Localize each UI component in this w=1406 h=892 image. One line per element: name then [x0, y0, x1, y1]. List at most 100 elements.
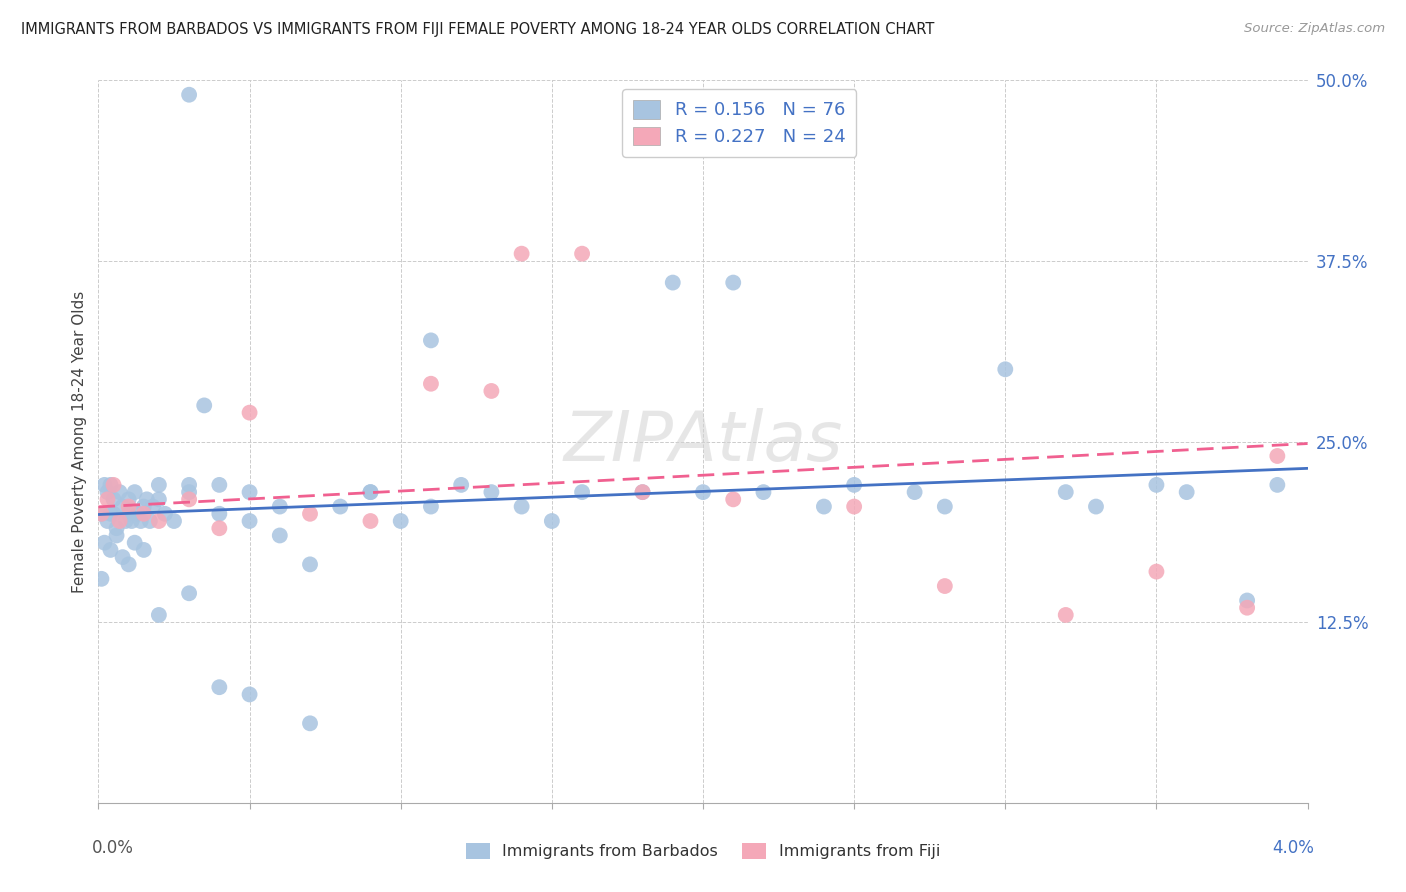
Point: [1175, 485, 1198, 500]
Point: [118, 492, 141, 507]
Point: [179, 485, 201, 500]
Point: [299, 558, 322, 572]
Y-axis label: Female Poverty Among 18-24 Year Olds: Female Poverty Among 18-24 Year Olds: [72, 291, 87, 592]
Point: [1236, 593, 1258, 607]
Point: [148, 492, 170, 507]
Point: [118, 500, 141, 514]
Point: [142, 500, 165, 514]
Point: [360, 514, 382, 528]
Point: [148, 607, 170, 622]
Point: [208, 478, 231, 492]
Legend: Immigrants from Barbados, Immigrants from Fiji: Immigrants from Barbados, Immigrants fro…: [458, 835, 948, 867]
Point: [299, 507, 322, 521]
Point: [153, 507, 176, 521]
Point: [208, 680, 231, 694]
Point: [96, 485, 118, 500]
Point: [360, 485, 382, 500]
Point: [132, 542, 155, 557]
Point: [148, 478, 170, 492]
Point: [360, 485, 382, 500]
Point: [481, 384, 503, 398]
Point: [179, 478, 201, 492]
Point: [481, 485, 503, 500]
Point: [239, 406, 262, 420]
Text: Source: ZipAtlas.com: Source: ZipAtlas.com: [1244, 22, 1385, 36]
Point: [127, 507, 149, 521]
Point: [269, 528, 291, 542]
Point: [100, 507, 122, 521]
Text: ZIPAtlas: ZIPAtlas: [564, 408, 842, 475]
Point: [994, 362, 1017, 376]
Point: [124, 485, 146, 500]
Point: [135, 492, 157, 507]
Point: [103, 492, 125, 507]
Point: [132, 507, 155, 521]
Point: [100, 542, 122, 557]
Point: [1054, 485, 1077, 500]
Point: [571, 246, 593, 260]
Point: [114, 514, 136, 528]
Point: [1267, 449, 1289, 463]
Point: [148, 514, 170, 528]
Text: 4.0%: 4.0%: [1272, 839, 1313, 857]
Point: [934, 579, 956, 593]
Point: [239, 687, 262, 701]
Point: [904, 485, 927, 500]
Text: IMMIGRANTS FROM BARBADOS VS IMMIGRANTS FROM FIJI FEMALE POVERTY AMONG 18-24 YEAR: IMMIGRANTS FROM BARBADOS VS IMMIGRANTS F…: [21, 22, 935, 37]
Point: [139, 514, 162, 528]
Point: [103, 507, 125, 521]
Point: [239, 485, 262, 500]
Point: [844, 478, 866, 492]
Point: [124, 535, 146, 549]
Point: [118, 507, 141, 521]
Point: [510, 500, 533, 514]
Point: [129, 514, 152, 528]
Point: [90, 572, 112, 586]
Point: [111, 550, 134, 565]
Point: [93, 478, 115, 492]
Point: [1146, 565, 1168, 579]
Point: [813, 500, 835, 514]
Point: [631, 485, 654, 500]
Point: [105, 521, 128, 535]
Point: [631, 485, 654, 500]
Point: [1054, 607, 1077, 622]
Point: [661, 276, 683, 290]
Point: [90, 507, 112, 521]
Point: [96, 492, 118, 507]
Point: [269, 500, 291, 514]
Point: [121, 514, 143, 528]
Point: [163, 514, 186, 528]
Point: [723, 492, 745, 507]
Point: [420, 376, 443, 391]
Point: [571, 485, 593, 500]
Point: [510, 246, 533, 260]
Point: [723, 276, 745, 290]
Point: [179, 586, 201, 600]
Point: [108, 514, 131, 528]
Point: [208, 507, 231, 521]
Point: [934, 500, 956, 514]
Point: [1085, 500, 1108, 514]
Point: [450, 478, 472, 492]
Point: [96, 514, 118, 528]
Point: [1236, 600, 1258, 615]
Point: [132, 500, 155, 514]
Point: [100, 478, 122, 492]
Point: [239, 514, 262, 528]
Point: [752, 485, 775, 500]
Point: [389, 514, 412, 528]
Point: [118, 558, 141, 572]
Point: [299, 716, 322, 731]
Point: [93, 535, 115, 549]
Point: [692, 485, 714, 500]
Point: [179, 87, 201, 102]
Point: [193, 398, 215, 412]
Point: [1267, 478, 1289, 492]
Point: [111, 500, 134, 514]
Point: [844, 500, 866, 514]
Point: [1146, 478, 1168, 492]
Point: [420, 500, 443, 514]
Point: [540, 514, 562, 528]
Point: [208, 521, 231, 535]
